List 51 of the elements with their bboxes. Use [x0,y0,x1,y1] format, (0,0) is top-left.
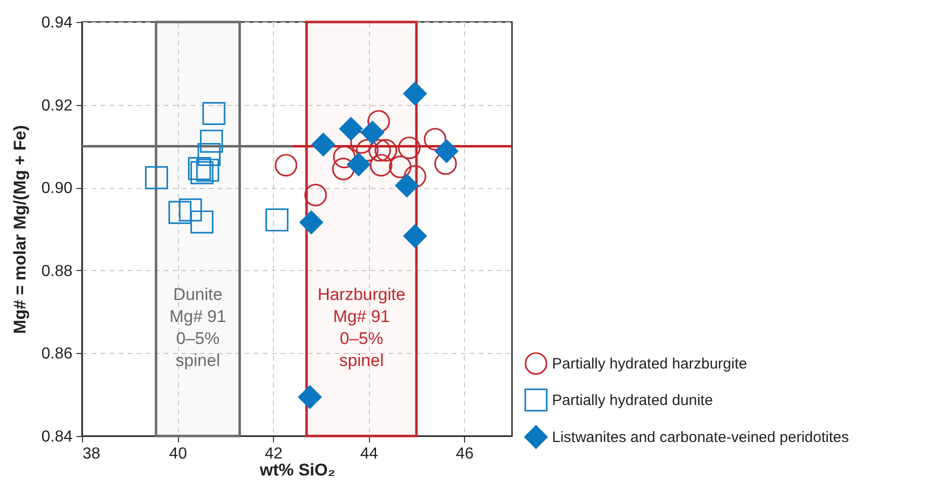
point [312,132,336,156]
point [196,158,220,182]
legend-label: Listwanites and carbonate-veined peridotites [552,429,849,446]
y-tick-label: 0.90 [41,180,73,198]
point [332,158,355,180]
y-tick-label: 0.84 [41,428,73,446]
point [395,174,419,198]
x-tick-label: 46 [456,446,474,462]
y-tick-label: 0.88 [41,262,73,280]
x-axis-title: wt% SiO₂ [258,460,336,480]
point [178,198,202,222]
point [298,385,322,409]
point [404,165,426,188]
legend-label: Partially hydrated dunite [552,392,713,409]
point [403,82,427,106]
point [367,110,390,133]
point [198,142,221,166]
point [424,128,446,150]
point [168,200,192,224]
point [145,166,168,190]
point [188,157,212,180]
point [403,224,427,248]
y-axis-title: Mg# = molar Mg/(Mg + Fe) [10,125,30,334]
y-tick-label: 0.92 [41,97,73,114]
point [346,152,370,176]
point [202,102,226,126]
band-label: Dunite Mg# 91 0–5% spinel [170,285,226,370]
point [190,161,214,184]
point [360,120,384,144]
point [368,139,391,162]
point [265,208,288,232]
point [374,139,398,162]
point [434,139,458,163]
point [300,210,324,234]
x-tick-label: 40 [169,446,188,462]
point [304,184,327,206]
point [398,136,421,160]
band-label: Harzburgite Mg# 91 0–5% spinel [318,285,406,370]
point [200,130,223,153]
point [274,154,298,177]
point [370,154,392,177]
x-tick-label: 42 [264,446,283,462]
point [333,146,356,168]
x-tick-label: 38 [82,446,100,462]
y-tick-label: 0.86 [41,346,73,363]
point [190,210,214,234]
x-tick-label: 44 [360,446,378,462]
legend-label: Partially hydrated harzburgite [552,356,748,372]
point [339,117,363,141]
y-tick-label: 0.94 [41,14,73,32]
point [388,156,412,178]
